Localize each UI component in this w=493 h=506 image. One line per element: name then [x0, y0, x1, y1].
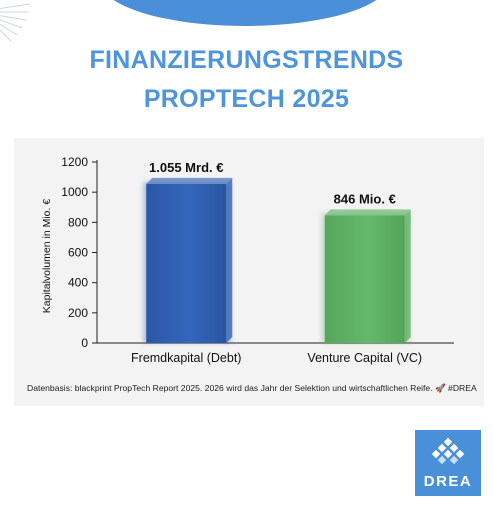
y-axis-label: Kapitalvolumen in Mio. € [41, 199, 53, 314]
bar-chart: Kapitalvolumen in Mio. € 0 200 400 600 800 10… [41, 155, 454, 365]
bar-top [324, 209, 411, 216]
y-tick-label: 400 [68, 276, 88, 290]
y-tick-label: 0 [81, 336, 88, 350]
x-tick-label: Venture Capital (VC) [307, 351, 422, 365]
headline-line-1: FINANZIERUNGSTRENDS [89, 46, 404, 74]
logo-text: DREA [423, 473, 473, 490]
headline-line-2: PROPTECH 2025 [143, 85, 350, 113]
y-tick-label: 800 [68, 215, 88, 229]
bar-top [146, 177, 233, 184]
y-tick-label: 1200 [61, 155, 88, 169]
y-tick-label: 200 [68, 306, 88, 320]
bar [146, 183, 227, 343]
chart-card: Kapitalvolumen in Mio. € 0 200 400 600 800 10… [14, 138, 484, 406]
diamond-pattern-icon [431, 437, 465, 465]
bar-side [226, 177, 233, 343]
bar-side [404, 209, 411, 343]
y-tick-label: 600 [68, 246, 88, 260]
sunburst-decoration [0, 3, 31, 42]
drea-logo: DREA [415, 430, 481, 496]
x-tick-label: Fremdkapital (Debt) [131, 351, 241, 365]
y-tick-label: 1000 [61, 185, 88, 199]
header-arc [100, 0, 390, 26]
data-label: 846 Mio. € [334, 191, 396, 206]
source-note: Datenbasis: blackprint PropTech Report 2… [27, 383, 477, 393]
bar [324, 215, 405, 343]
data-label: 1.055 Mrd. € [149, 160, 223, 175]
